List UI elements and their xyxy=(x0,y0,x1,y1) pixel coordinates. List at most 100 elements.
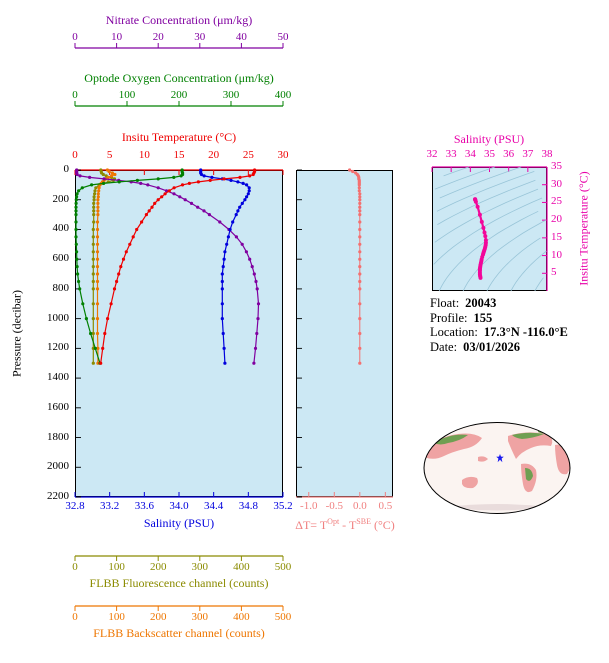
nitrate-tick-label: 30 xyxy=(194,31,206,43)
info-float-value: 20043 xyxy=(465,296,497,310)
pressure-tick-label: 200 xyxy=(52,192,70,205)
fluorescence-tick-label: 400 xyxy=(233,561,250,573)
delta_t-tick-label: -1.0 xyxy=(300,500,318,512)
nitrate-tick-label: 50 xyxy=(277,31,289,43)
pressure-tick-label: 1400 xyxy=(47,371,69,384)
backscatter-tick-label: 500 xyxy=(274,611,292,623)
ts-salinity-axis-title: Salinity (PSU) xyxy=(453,132,525,146)
backscatter-tick-label: 400 xyxy=(233,611,250,623)
info-location: Location: 17.3°N -116.0°E xyxy=(430,325,568,340)
backscatter-tick-label: 300 xyxy=(191,611,209,623)
delta-t-panel xyxy=(296,170,393,497)
nitrate-tick-label: 20 xyxy=(152,31,164,43)
oxygen-axis-title: Optode Oxygen Concentration (μm/kg) xyxy=(84,71,274,85)
delta-t-title-sup-sbe: SBE xyxy=(356,517,371,526)
ts_salinity-tick-label: 32 xyxy=(426,148,438,160)
nitrate-axis-title: Nitrate Concentration (μm/kg) xyxy=(105,13,253,27)
ts-temperature-tick-label: 30 xyxy=(551,177,562,190)
pressure-tick-label: 400 xyxy=(52,222,70,235)
temperature-tick-label: 10 xyxy=(138,149,150,161)
info-profile-value: 155 xyxy=(473,310,493,325)
main-profile-plot xyxy=(74,168,261,365)
delta-t-title-sup-opt: Opt xyxy=(327,517,340,526)
delta-t-plot xyxy=(348,168,362,365)
pressure-axis-title: Pressure (decibar) xyxy=(9,290,24,377)
fluorescence-tick-label: 100 xyxy=(108,561,125,573)
info-location-label: Location: xyxy=(430,325,478,339)
ts_salinity-tick-label: 38 xyxy=(541,148,553,160)
ts-temperature-tick-label: 25 xyxy=(551,195,562,208)
world-map xyxy=(423,422,571,514)
delta-t-title-part: - T xyxy=(339,518,357,532)
temperature-tick-label: 5 xyxy=(106,149,113,161)
delta_t-tick-label: -0.5 xyxy=(325,500,343,512)
ts-diagram-plot xyxy=(433,166,547,292)
nitrate-tick-label: 40 xyxy=(235,31,247,43)
fluorescence-axis-title: FLBB Fluorescence channel (counts) xyxy=(89,576,269,590)
info-location-value: 17.3°N -116.0°E xyxy=(483,325,568,339)
oxygen-tick-label: 400 xyxy=(274,89,292,101)
fluorescence-tick-label: 300 xyxy=(191,561,209,573)
backscatter-axis-title: FLBB Backscatter channel (counts) xyxy=(93,626,265,640)
info-profile: Profile: 155 xyxy=(430,311,568,326)
fluorescence-tick-label: 200 xyxy=(149,561,167,573)
fluorescence-tick-label: 500 xyxy=(274,561,292,573)
float-info-block: Float: 20043 Profile: 155 Location: 17.3°N … xyxy=(430,296,568,354)
info-float-label: Float: xyxy=(430,296,460,310)
ts-temperature-tick-label: 35 xyxy=(551,160,562,172)
oxygen-tick-label: 100 xyxy=(118,89,136,101)
ts-temperature-axis-title: Insitu Temperature (°C) xyxy=(576,171,591,286)
info-date: Date: 03/01/2026 xyxy=(430,340,568,355)
main-profile-panel xyxy=(75,170,283,497)
ts_salinity-tick-label: 34 xyxy=(464,148,476,160)
ts-temperature-tick-label: 20 xyxy=(551,213,562,226)
pressure-tick-label: 1600 xyxy=(47,400,69,413)
salinity-tick-label: 34.8 xyxy=(238,500,258,512)
salinity-tick-label: 35.2 xyxy=(273,500,293,512)
location-star-marker xyxy=(496,454,504,463)
info-profile-label: Profile: xyxy=(430,310,468,325)
temperature-tick-label: 20 xyxy=(208,149,220,161)
nitrate-tick-label: 10 xyxy=(111,31,123,43)
world-map-outline xyxy=(423,422,571,514)
temperature-tick-label: 25 xyxy=(242,149,254,161)
salinity-tick-label: 34.0 xyxy=(169,500,189,512)
temperature-axis-title: Insitu Temperature (°C) xyxy=(121,130,237,144)
delta-t-title-part: (°C) xyxy=(370,518,395,532)
backscatter-tick-label: 0 xyxy=(72,611,78,623)
ts_salinity-tick-label: 36 xyxy=(503,148,515,160)
fluorescence-tick-label: 0 xyxy=(72,561,78,573)
pressure-tick-label: 1200 xyxy=(47,341,69,354)
pressure-tick-label: 1800 xyxy=(47,430,69,443)
ts_salinity-tick-label: 33 xyxy=(445,148,457,160)
salinity-tick-label: 34.4 xyxy=(204,500,224,512)
ts-temperature-tick-label: 5 xyxy=(551,266,557,279)
temperature-tick-label: 15 xyxy=(173,149,185,161)
ts_salinity-tick-label: 35 xyxy=(484,148,495,160)
pressure-tick-label: 2000 xyxy=(47,460,69,473)
delta_t-tick-label: 0.5 xyxy=(378,500,393,512)
nitrate-tick-label: 0 xyxy=(72,31,78,43)
ts_salinity-tick-label: 37 xyxy=(522,148,534,160)
backscatter-tick-label: 100 xyxy=(108,611,125,623)
pressure-tick-label: 2200 xyxy=(47,490,69,502)
temperature-tick-label: 0 xyxy=(72,149,78,161)
pressure-tick-label: 0 xyxy=(63,163,70,175)
delta_t-tick-label: 0.0 xyxy=(352,500,367,512)
delta-t-title-part: ΔT= T xyxy=(295,518,328,532)
salinity-tick-label: 33.6 xyxy=(134,500,154,512)
oxygen-tick-label: 300 xyxy=(222,89,240,101)
ts-temperature-tick-label: 10 xyxy=(551,248,562,261)
ts-temperature-tick-label: 15 xyxy=(551,230,562,243)
salinity-axis-title: Salinity (PSU) xyxy=(143,516,215,530)
salinity-tick-label: 33.2 xyxy=(100,500,120,512)
pressure-tick-label: 800 xyxy=(52,281,70,294)
pressure-tick-label: 600 xyxy=(52,252,70,265)
info-float: Float: 20043 xyxy=(430,296,568,311)
oxygen-tick-label: 0 xyxy=(72,89,78,101)
oxygen-tick-label: 200 xyxy=(170,89,188,101)
temperature-tick-label: 30 xyxy=(277,149,289,161)
backscatter-tick-label: 200 xyxy=(149,611,167,623)
